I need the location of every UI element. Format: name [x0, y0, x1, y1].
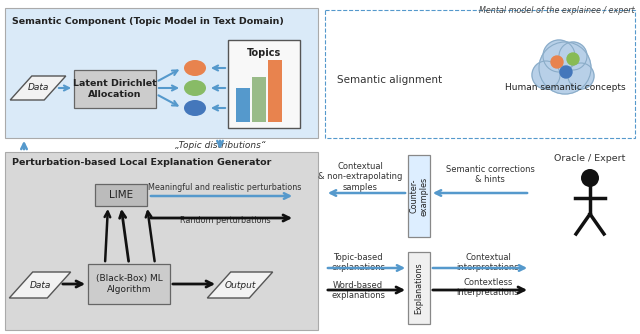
Text: Data: Data [28, 84, 49, 93]
Text: Semantic Component (Topic Model in Text Domain): Semantic Component (Topic Model in Text … [12, 17, 284, 26]
Text: Perturbation-based Local Explanation Generator: Perturbation-based Local Explanation Gen… [12, 158, 271, 167]
Text: (Black-Box) ML
Algorithm: (Black-Box) ML Algorithm [95, 274, 163, 294]
Circle shape [560, 66, 572, 78]
Bar [252, 77, 266, 122]
Bar [5, 8, 318, 138]
Text: Human semantic concepts: Human semantic concepts [505, 82, 625, 92]
Bar [236, 88, 250, 122]
Text: Semantic alignment: Semantic alignment [337, 75, 443, 85]
Bar [325, 10, 635, 138]
Bar [408, 252, 430, 324]
Text: Mental model of the explainee / expert: Mental model of the explainee / expert [479, 6, 635, 15]
Circle shape [532, 61, 560, 89]
Circle shape [559, 42, 587, 70]
Circle shape [567, 53, 579, 65]
Bar [5, 152, 318, 330]
Bar [268, 60, 282, 122]
Text: Topics: Topics [247, 48, 281, 58]
Text: Random perturbations: Random perturbations [180, 216, 270, 225]
Ellipse shape [184, 100, 206, 116]
Polygon shape [10, 76, 66, 100]
Circle shape [551, 56, 563, 68]
Ellipse shape [184, 80, 206, 96]
Circle shape [581, 169, 599, 187]
Circle shape [568, 63, 594, 89]
Text: Explanations: Explanations [415, 262, 424, 314]
Polygon shape [10, 272, 70, 298]
Text: Output: Output [224, 281, 256, 290]
Text: Meaningful and realistic perturbations: Meaningful and realistic perturbations [148, 183, 301, 192]
Text: Data: Data [29, 281, 51, 290]
Text: Contextless
interpretations: Contextless interpretations [457, 278, 519, 297]
Text: Contextual
& non-extrapolating
samples: Contextual & non-extrapolating samples [318, 162, 402, 192]
Text: Oracle / Expert: Oracle / Expert [554, 154, 626, 163]
Polygon shape [207, 272, 273, 298]
Ellipse shape [184, 60, 206, 76]
Text: Counter-
examples: Counter- examples [410, 176, 429, 215]
Text: Semantic corrections
& hints: Semantic corrections & hints [445, 165, 534, 184]
Bar [228, 40, 300, 128]
Circle shape [543, 40, 575, 72]
Text: Contextual
interpretations: Contextual interpretations [457, 253, 519, 273]
Bar [88, 264, 170, 304]
Text: Word-based
explanations: Word-based explanations [331, 281, 385, 300]
Bar [74, 70, 156, 108]
Circle shape [539, 42, 591, 94]
Text: LIME: LIME [109, 190, 133, 200]
Text: Topic-based
explanations: Topic-based explanations [331, 253, 385, 273]
Text: Latent Dirichlet
Allocation: Latent Dirichlet Allocation [73, 79, 157, 99]
Bar [95, 184, 147, 206]
Bar [408, 155, 430, 237]
Text: „Topic distributions“: „Topic distributions“ [175, 142, 265, 151]
